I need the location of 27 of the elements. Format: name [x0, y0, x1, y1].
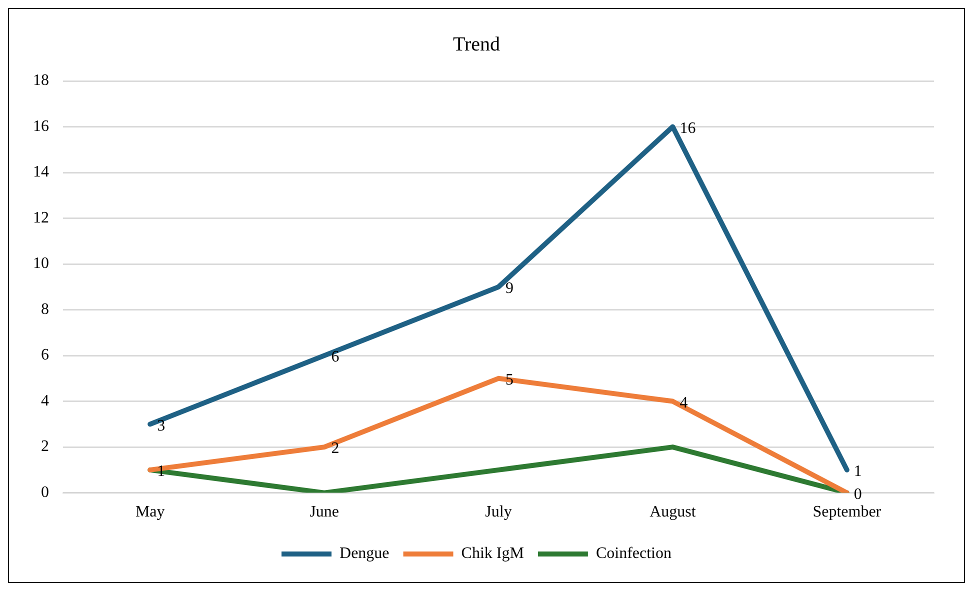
data-label: 2	[331, 440, 340, 458]
data-label: 6	[331, 348, 340, 366]
y-tick-label: 0	[41, 484, 49, 502]
legend-label: Coinfection	[596, 545, 672, 562]
y-tick-label: 8	[41, 300, 49, 318]
data-label: 0	[854, 486, 862, 504]
x-tick-label: August	[650, 504, 696, 521]
y-tick-label: 18	[33, 72, 49, 90]
data-label: 1	[854, 463, 862, 480]
data-label: 16	[680, 120, 696, 137]
legend-label: Dengue	[340, 545, 390, 562]
data-label: 9	[506, 280, 514, 298]
data-label: 3	[157, 417, 166, 434]
y-tick-label: 14	[33, 164, 49, 181]
x-tick-label: September	[812, 504, 882, 521]
x-tick-label: July	[485, 504, 512, 521]
y-tick-label: 6	[41, 346, 49, 364]
x-tick-label: May	[135, 504, 165, 521]
y-tick-label: 16	[33, 118, 49, 135]
data-label: 1	[157, 463, 166, 480]
x-tick-label: June	[310, 504, 339, 521]
chart-title: Trend	[452, 33, 500, 56]
y-tick-label: 10	[33, 255, 49, 272]
y-tick-label: 12	[33, 209, 49, 226]
y-tick-label: 4	[41, 392, 49, 410]
legend-label: Chik IgM	[461, 545, 524, 562]
y-tick-label: 2	[41, 438, 49, 456]
